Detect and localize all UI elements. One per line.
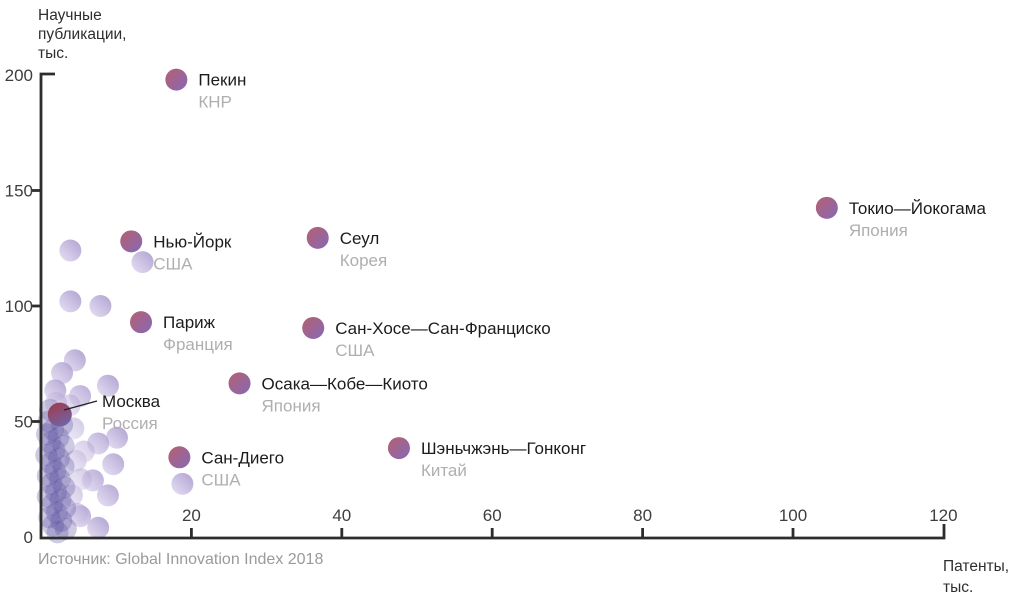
country-label: Япония (849, 221, 908, 240)
background-bubble (171, 472, 194, 495)
background-bubble (59, 290, 82, 313)
y-axis-title: Научные публикации, тыс. (38, 6, 126, 63)
city-bubble (168, 446, 191, 469)
axis-lines (39, 72, 946, 540)
city-name-label: Токио—Йокогама (849, 199, 987, 218)
background-bubble (72, 440, 95, 463)
background-bubble (50, 509, 73, 532)
x-tick-label: 80 (633, 506, 652, 525)
background-bubble (59, 239, 82, 262)
background-bubble (96, 374, 119, 397)
tick-marks (32, 189, 795, 538)
city-name-label: Нью-Йорк (153, 232, 232, 251)
country-label: США (153, 254, 193, 273)
background-bubble (51, 361, 74, 384)
background-bubble (48, 468, 71, 491)
city-bubble (130, 311, 153, 334)
background-bubble (102, 453, 125, 476)
country-label: Франция (163, 335, 233, 354)
country-label: Россия (102, 414, 158, 433)
city-name-label: Сан-Хосе—Сан-Франциско (335, 319, 551, 338)
background-bubble (49, 489, 72, 512)
x-tick-label: 60 (483, 506, 502, 525)
city-name-label: Париж (163, 313, 216, 332)
background-bubble (87, 516, 110, 539)
city-name-label: Осака—Кобе—Киото (262, 374, 428, 393)
city-bubbles: Пекин КНР Токио—Йокогама Япония Нью-Йорк США С… (47, 68, 987, 489)
country-label: Китай (421, 461, 467, 480)
background-bubble (39, 452, 62, 475)
background-bubbles (35, 239, 194, 544)
source-caption: Источник: Global Innovation Index 2018 (38, 551, 324, 568)
background-bubble (46, 521, 69, 544)
x-axis-title-line: Патенты, (943, 558, 1010, 575)
city-bubble (302, 316, 325, 339)
country-label: США (335, 341, 375, 360)
country-label: США (201, 470, 241, 489)
background-bubble (45, 501, 68, 524)
background-bubble (41, 493, 64, 516)
country-label: Корея (340, 251, 387, 270)
city-name-label: Москва (102, 392, 161, 411)
y-tick-label: 150 (5, 182, 33, 201)
background-bubble (66, 502, 89, 525)
background-bubble (44, 460, 67, 483)
x-axis-title: Патенты, тыс. (943, 556, 1009, 597)
background-bubble (131, 251, 154, 274)
y-axis-title-line: тыс. (38, 45, 69, 62)
background-bubble (105, 426, 128, 449)
city-name-label: Шэньчжэнь—Гонконг (421, 439, 586, 458)
city-name-label: Сан-Диего (201, 448, 284, 467)
city-bubble (815, 196, 838, 219)
y-axis-title-line: Научные (38, 7, 102, 24)
city-bubble (228, 372, 251, 395)
background-bubble (52, 455, 75, 478)
city-bubble (47, 402, 72, 427)
background-bubble (38, 506, 61, 529)
x-tick-label: 20 (182, 506, 201, 525)
background-bubble (53, 476, 76, 499)
background-bubble (89, 295, 112, 317)
tick-labels: 0 50 100 150 200 20 40 60 80 100 120 (5, 66, 958, 547)
moscow-callout-line (63, 400, 98, 411)
background-bubble (40, 472, 63, 495)
background-bubble (43, 439, 66, 462)
y-tick-label: 200 (5, 66, 33, 85)
city-name-label: Пекин (198, 71, 246, 90)
background-bubble (48, 447, 71, 470)
background-bubble (60, 484, 83, 507)
background-bubble (54, 517, 77, 540)
country-label: Япония (262, 396, 321, 415)
background-bubble (52, 434, 75, 457)
city-bubble (120, 230, 143, 253)
x-tick-label: 100 (779, 506, 807, 525)
background-bubble (45, 480, 68, 503)
x-tick-label: 120 (929, 506, 957, 525)
city-bubble (306, 226, 329, 249)
y-tick-label: 0 (24, 528, 33, 547)
background-bubble (47, 426, 70, 449)
city-bubble (165, 68, 188, 91)
background-bubble (42, 514, 65, 537)
y-tick-label: 50 (14, 413, 33, 432)
x-axis-title-line: тыс. (943, 579, 974, 596)
background-bubble (96, 484, 119, 507)
x-tick-label: 40 (332, 506, 351, 525)
y-axis-title-line: публикации, (38, 26, 127, 43)
country-label: КНР (198, 93, 232, 112)
city-name-label: Сеул (340, 229, 380, 248)
background-bubble (54, 497, 77, 520)
background-bubble (69, 468, 92, 491)
background-bubble (39, 431, 62, 454)
city-bubble (387, 437, 410, 460)
y-tick-label: 100 (5, 297, 33, 316)
